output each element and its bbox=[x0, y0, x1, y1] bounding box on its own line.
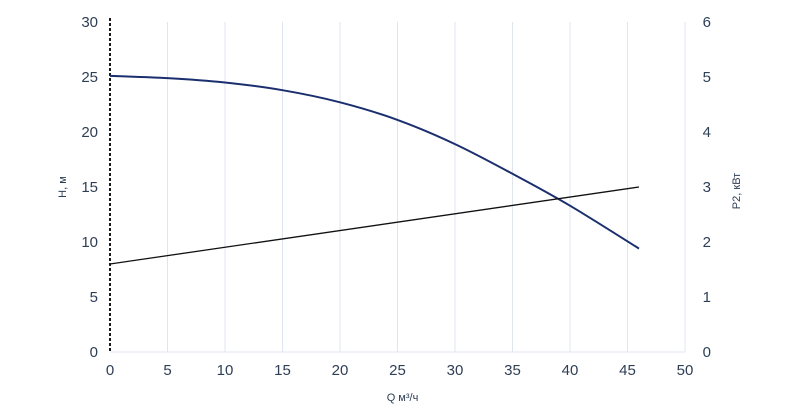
x-tick-label: 25 bbox=[389, 362, 406, 379]
x-tick-label: 45 bbox=[619, 362, 636, 379]
x-axis-label: Q м³/ч bbox=[387, 392, 419, 404]
y-tick-label: 15 bbox=[81, 179, 98, 196]
head-curve-line bbox=[109, 74, 640, 250]
y2-tick-label: 5 bbox=[703, 69, 711, 86]
y2-tick-label: 0 bbox=[703, 344, 711, 361]
x-tick-label: 40 bbox=[562, 362, 579, 379]
data-series bbox=[109, 74, 640, 265]
x-tick-label: 5 bbox=[163, 362, 171, 379]
y-tick-label: 0 bbox=[90, 344, 98, 361]
x-tick-label: 0 bbox=[106, 362, 114, 379]
x-tick-label: 15 bbox=[274, 362, 291, 379]
y-axis-label: H, м bbox=[57, 176, 69, 198]
y2-tick-label: 1 bbox=[703, 289, 711, 306]
y2-tick-label: 4 bbox=[703, 124, 711, 141]
x-tick-label: 30 bbox=[447, 362, 464, 379]
y2-tick-label: 2 bbox=[703, 234, 711, 251]
x-tick-label: 35 bbox=[504, 362, 521, 379]
y-tick-label: 5 bbox=[90, 289, 98, 306]
axes bbox=[109, 18, 685, 353]
x-tick-label: 10 bbox=[217, 362, 234, 379]
y2-tick-label: 3 bbox=[703, 179, 711, 196]
grid-lines bbox=[167, 22, 686, 352]
x-tick-label: 50 bbox=[677, 362, 694, 379]
x-tick-label: 20 bbox=[332, 362, 349, 379]
y-tick-label: 30 bbox=[81, 14, 98, 31]
y-tick-label: 25 bbox=[81, 69, 98, 86]
power-curve-line bbox=[109, 186, 640, 265]
y-tick-label: 10 bbox=[81, 234, 98, 251]
y-tick-label: 20 bbox=[81, 124, 98, 141]
y2-axis-label: P2, кВт bbox=[731, 173, 743, 209]
y2-tick-label: 6 bbox=[703, 14, 711, 31]
